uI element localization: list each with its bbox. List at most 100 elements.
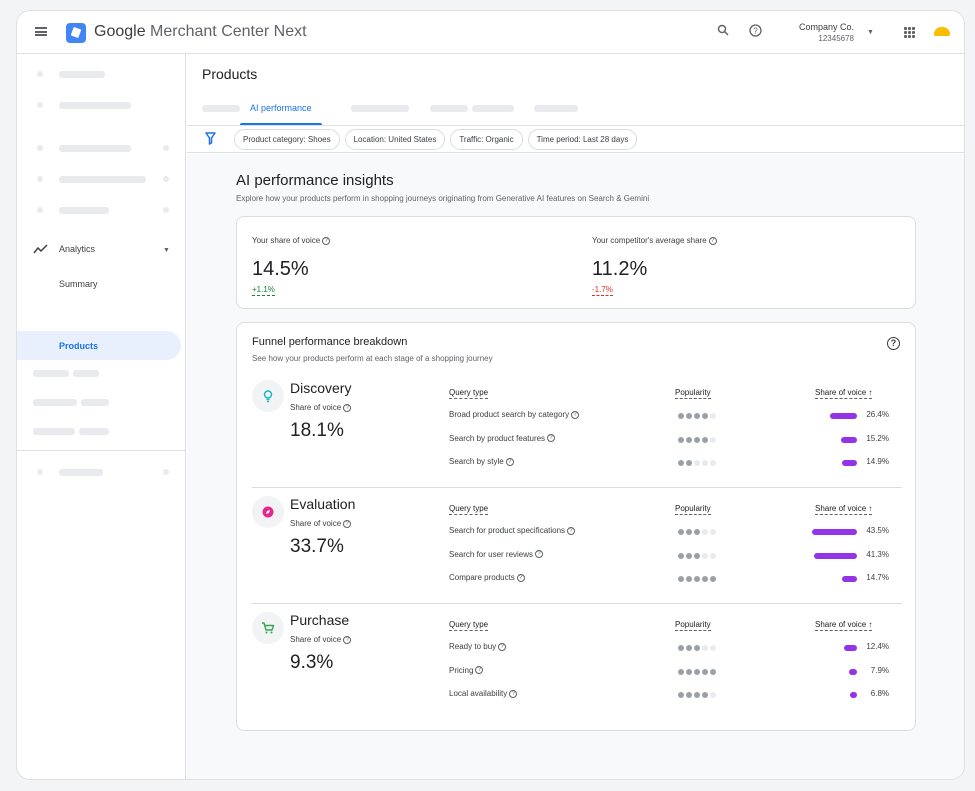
popularity-meter bbox=[678, 668, 716, 675]
help-icon[interactable]: ? bbox=[343, 403, 352, 412]
filter-icon[interactable] bbox=[205, 132, 216, 145]
help-icon[interactable]: ? bbox=[322, 236, 331, 245]
sidebar-item-summary[interactable]: Summary bbox=[59, 279, 98, 289]
tab-placeholder[interactable] bbox=[472, 105, 514, 112]
tab-placeholder[interactable] bbox=[202, 105, 240, 112]
query-label-text: Search by style bbox=[449, 457, 504, 466]
share-bar bbox=[844, 645, 857, 651]
filter-bar: Product category: Shoes Location: United… bbox=[187, 125, 964, 153]
help-icon[interactable]: ? bbox=[535, 550, 544, 559]
query-label: Ready to buy? bbox=[449, 642, 507, 651]
share-bar bbox=[850, 692, 857, 698]
popularity-header[interactable]: Popularity bbox=[675, 620, 711, 631]
popularity-meter bbox=[678, 413, 716, 419]
help-icon[interactable]: ? bbox=[547, 434, 556, 443]
help-icon[interactable]: ? bbox=[887, 337, 900, 350]
query-type-header[interactable]: Query type bbox=[449, 504, 489, 515]
tab-placeholder[interactable] bbox=[351, 105, 409, 112]
help-icon[interactable]: ? bbox=[498, 642, 507, 651]
query-row: Compare products? 14.7% bbox=[449, 573, 889, 587]
help-icon[interactable]: ? bbox=[475, 666, 484, 675]
nav-placeholder-dot bbox=[163, 469, 169, 475]
funnel-stage-discovery: Discovery Share of voice? 18.1% Query type P… bbox=[252, 380, 902, 496]
query-row: Search by style? 14.9% bbox=[449, 457, 889, 471]
share-bar bbox=[841, 576, 857, 582]
filter-chip-location[interactable]: Location: United States bbox=[344, 129, 446, 150]
query-type-header[interactable]: Query type bbox=[449, 620, 489, 631]
funnel-subtitle: See how your products perform at each st… bbox=[252, 354, 493, 363]
stage-sov-label-text: Share of voice bbox=[290, 635, 342, 644]
popularity-dot bbox=[702, 645, 708, 651]
your-share-label-text: Your share of voice bbox=[252, 236, 321, 245]
help-icon[interactable]: ? bbox=[505, 457, 514, 466]
popularity-dot bbox=[678, 529, 684, 535]
tab-ai-performance[interactable]: AI performance bbox=[240, 103, 321, 125]
app-window: Google Merchant Center Next ? Company Co… bbox=[16, 10, 965, 780]
your-share-label: Your share of voice? bbox=[252, 236, 331, 245]
popularity-dot bbox=[678, 692, 684, 698]
popularity-dot bbox=[702, 668, 708, 675]
help-icon[interactable]: ? bbox=[509, 689, 518, 698]
search-icon[interactable] bbox=[717, 24, 729, 40]
popularity-dot bbox=[678, 668, 684, 675]
popularity-dot bbox=[686, 413, 692, 419]
tab-bar: AI performance bbox=[187, 98, 964, 126]
nav-placeholder-dot bbox=[37, 176, 43, 182]
cloud-icon[interactable] bbox=[934, 27, 950, 36]
help-icon[interactable]: ? bbox=[567, 526, 576, 535]
help-icon[interactable]: ? bbox=[343, 635, 352, 644]
filter-chip-category[interactable]: Product category: Shoes bbox=[234, 129, 340, 150]
tab-placeholder[interactable] bbox=[430, 105, 468, 112]
tab-placeholder[interactable] bbox=[534, 105, 578, 112]
popularity-dot bbox=[702, 576, 708, 582]
share-percent: 41.3% bbox=[866, 549, 889, 559]
nav-placeholder-dot bbox=[37, 145, 43, 151]
filter-chip-time-period[interactable]: Time period: Last 28 days bbox=[527, 129, 638, 150]
menu-icon[interactable] bbox=[35, 27, 47, 36]
help-icon[interactable]: ? bbox=[343, 519, 352, 528]
filter-chip-traffic[interactable]: Traffic: Organic bbox=[450, 129, 523, 150]
account-id: 12345678 bbox=[818, 34, 854, 43]
account-name: Company Co. bbox=[798, 22, 854, 32]
popularity-dot bbox=[702, 529, 708, 535]
share-of-voice-card: Your share of voice? 14.5% +1.1% Your co… bbox=[236, 216, 916, 309]
popularity-dot bbox=[686, 529, 692, 535]
sidebar-item-analytics[interactable]: Analytics bbox=[33, 244, 95, 254]
help-icon[interactable]: ? bbox=[571, 410, 580, 419]
share-of-voice-header[interactable]: Share of voice ↑ bbox=[815, 504, 873, 515]
chevron-down-icon[interactable]: ▼ bbox=[163, 247, 170, 254]
query-label: Compare products? bbox=[449, 573, 525, 582]
popularity-dot bbox=[702, 460, 708, 466]
popularity-dot bbox=[678, 576, 684, 582]
popularity-dot bbox=[686, 460, 692, 466]
share-bar bbox=[814, 552, 857, 559]
help-icon[interactable]: ? bbox=[516, 573, 525, 582]
nav-placeholder-dot bbox=[163, 207, 169, 213]
popularity-header[interactable]: Popularity bbox=[675, 504, 711, 515]
funnel-stage-evaluation: Evaluation Share of voice? 33.7% Query type… bbox=[252, 496, 902, 612]
sidebar-nav: Analytics ▼ Summary Products bbox=[17, 54, 186, 779]
query-row: Pricing? 7.9% bbox=[449, 666, 889, 680]
app-title-product: Merchant Center Next bbox=[150, 23, 307, 40]
apps-grid-icon[interactable] bbox=[904, 27, 915, 38]
query-label-text: Search for product specifications bbox=[449, 526, 566, 535]
popularity-dot bbox=[702, 413, 708, 419]
funnel-breakdown-card: Funnel performance breakdown See how you… bbox=[236, 322, 916, 731]
trending-icon bbox=[33, 244, 49, 254]
share-of-voice-header[interactable]: Share of voice ↑ bbox=[815, 620, 873, 631]
help-icon[interactable]: ? bbox=[708, 236, 717, 245]
stage-divider bbox=[252, 603, 902, 604]
query-label: Search for user reviews? bbox=[449, 550, 544, 559]
account-dropdown-icon[interactable]: ▼ bbox=[867, 29, 874, 36]
query-type-header[interactable]: Query type bbox=[449, 388, 489, 399]
share-percent: 26.4% bbox=[866, 410, 889, 419]
share-of-voice-header[interactable]: Share of voice ↑ bbox=[815, 388, 873, 399]
popularity-dot bbox=[694, 436, 700, 443]
svg-text:?: ? bbox=[753, 26, 758, 35]
help-icon[interactable]: ? bbox=[749, 24, 762, 41]
popularity-dot bbox=[678, 460, 684, 466]
sidebar-item-products[interactable]: Products bbox=[17, 331, 181, 360]
share-percent: 7.9% bbox=[870, 665, 889, 675]
account-switcher[interactable]: Company Co. 12345678 bbox=[792, 21, 854, 45]
popularity-header[interactable]: Popularity bbox=[675, 388, 711, 399]
